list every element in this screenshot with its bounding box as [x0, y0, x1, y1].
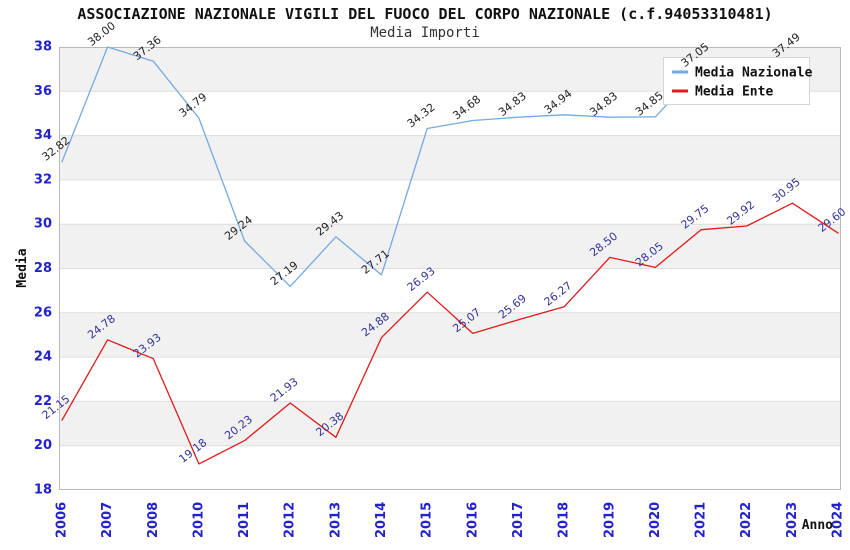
x-tick-label: 2012 — [283, 502, 298, 538]
grid-band — [59, 401, 841, 446]
data-label: 34.83 — [496, 89, 529, 119]
x-tick-label: 2018 — [557, 502, 572, 538]
legend-box — [663, 57, 810, 105]
x-tick-label: 2015 — [420, 502, 435, 538]
plot-border — [59, 47, 841, 490]
chart-title: ASSOCIAZIONE NAZIONALE VIGILI DEL FUOCO … — [77, 5, 773, 23]
y-tick-label: 26 — [34, 305, 52, 320]
y-tick-label: 28 — [34, 261, 52, 276]
y-tick-label: 34 — [34, 128, 52, 143]
data-label: 21.93 — [268, 375, 301, 405]
data-label: 34.85 — [633, 89, 666, 119]
x-tick-label: 2020 — [648, 502, 663, 538]
x-tick-label: 2019 — [602, 502, 617, 538]
data-label: 38.00 — [85, 19, 118, 49]
y-tick-label: 36 — [34, 84, 52, 99]
y-tick-label: 30 — [34, 217, 52, 232]
legend-label-media-ente: Media Ente — [695, 85, 773, 100]
x-tick-label: 2024 — [831, 502, 846, 538]
x-tick-label: 2014 — [374, 502, 389, 538]
x-tick-label: 2011 — [237, 502, 252, 538]
x-axis-title: Anno — [802, 518, 833, 533]
chart-subtitle: Media Importi — [370, 25, 480, 41]
grid-band — [59, 135, 841, 180]
x-tick-label: 2013 — [328, 502, 343, 538]
data-label: 34.83 — [587, 89, 620, 119]
y-tick-label: 32 — [34, 172, 52, 187]
x-tick-label: 2008 — [146, 502, 161, 538]
grid-band — [59, 312, 841, 358]
data-label: 34.32 — [405, 101, 438, 131]
x-tick-label: 2007 — [100, 502, 115, 538]
y-tick-label: 20 — [34, 438, 52, 453]
x-tick-label: 2016 — [465, 502, 480, 538]
x-tick-label: 2021 — [694, 502, 709, 538]
y-tick-label: 22 — [34, 394, 52, 409]
grid-band — [59, 224, 841, 269]
series-line-media-ente — [61, 202, 839, 465]
x-tick-label: 2017 — [511, 502, 526, 538]
data-label: 34.79 — [177, 90, 210, 120]
y-tick-label: 38 — [34, 40, 52, 55]
y-axis-title: Media — [15, 248, 30, 287]
x-tick-label: 2022 — [739, 502, 754, 538]
legend: Media Nazionale Media Ente — [663, 57, 813, 105]
data-label: 26.27 — [542, 279, 575, 309]
x-tick-label: 2023 — [785, 502, 800, 538]
data-label: 34.68 — [450, 93, 483, 123]
x-tick-label: 2010 — [191, 502, 206, 538]
x-tick-label: 2006 — [55, 502, 70, 538]
y-tick-label: 18 — [34, 483, 52, 498]
legend-label-media-nazionale: Media Nazionale — [695, 66, 813, 81]
y-tick-label: 24 — [34, 350, 52, 365]
